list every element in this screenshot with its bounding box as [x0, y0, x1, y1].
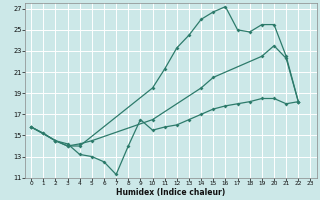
- X-axis label: Humidex (Indice chaleur): Humidex (Indice chaleur): [116, 188, 225, 197]
